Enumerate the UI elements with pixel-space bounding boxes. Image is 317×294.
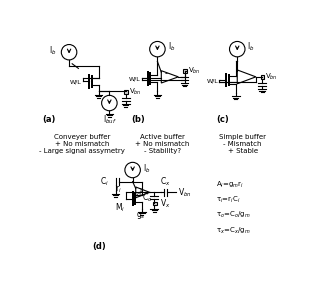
Text: A$_i$=g$_m$r$_i$
τ$_i$=r$_i$C$_i$
τ$_o$=C$_o$/g$_m$
τ$_x$=C$_x$/g$_m$: A$_i$=g$_m$r$_i$ τ$_i$=r$_i$C$_i$ τ$_o$=… (216, 180, 251, 235)
Text: r$_i$: r$_i$ (115, 183, 122, 195)
Text: g$_m$: g$_m$ (136, 191, 146, 199)
Text: I$_b$: I$_b$ (143, 162, 150, 175)
Text: Active buffer
+ No mismatch
- Stability?: Active buffer + No mismatch - Stability? (135, 134, 189, 154)
Text: V$_x$: V$_x$ (160, 198, 171, 210)
Text: I$_b$: I$_b$ (167, 41, 175, 53)
Text: V$_{bn}$: V$_{bn}$ (178, 186, 191, 199)
Text: V$_{bn}$: V$_{bn}$ (265, 72, 278, 82)
Text: C$_i$: C$_i$ (100, 175, 109, 188)
Text: -: - (165, 69, 167, 78)
Text: V$_{bn}$: V$_{bn}$ (188, 66, 200, 76)
Text: W/L: W/L (207, 78, 219, 83)
Text: (a): (a) (43, 115, 56, 124)
Text: W/L: W/L (70, 80, 81, 85)
Bar (261, 75, 264, 79)
Text: C$_o$: C$_o$ (142, 191, 152, 204)
Text: I$_b$: I$_b$ (49, 44, 57, 57)
Text: 1: 1 (139, 188, 142, 193)
Text: g$_s$: g$_s$ (136, 210, 145, 221)
Bar (183, 69, 187, 73)
Bar (153, 202, 157, 206)
Text: W/L: W/L (129, 77, 140, 82)
Text: C$_x$: C$_x$ (160, 175, 171, 188)
Text: I$_{buf}$: I$_{buf}$ (102, 114, 116, 126)
Text: M$_i$: M$_i$ (115, 201, 125, 214)
Text: Simple buffer
- Mismatch
+ Stable: Simple buffer - Mismatch + Stable (219, 134, 266, 154)
Bar (124, 90, 128, 94)
Text: V$_{bn}$: V$_{bn}$ (129, 86, 141, 97)
Text: (b): (b) (131, 115, 145, 124)
Text: Conveyer buffer
+ No mismatch
- Large signal assymetry: Conveyer buffer + No mismatch - Large si… (39, 134, 125, 154)
Text: I$_b$: I$_b$ (247, 41, 255, 53)
Text: (c): (c) (216, 115, 229, 124)
Text: (d): (d) (92, 242, 106, 251)
